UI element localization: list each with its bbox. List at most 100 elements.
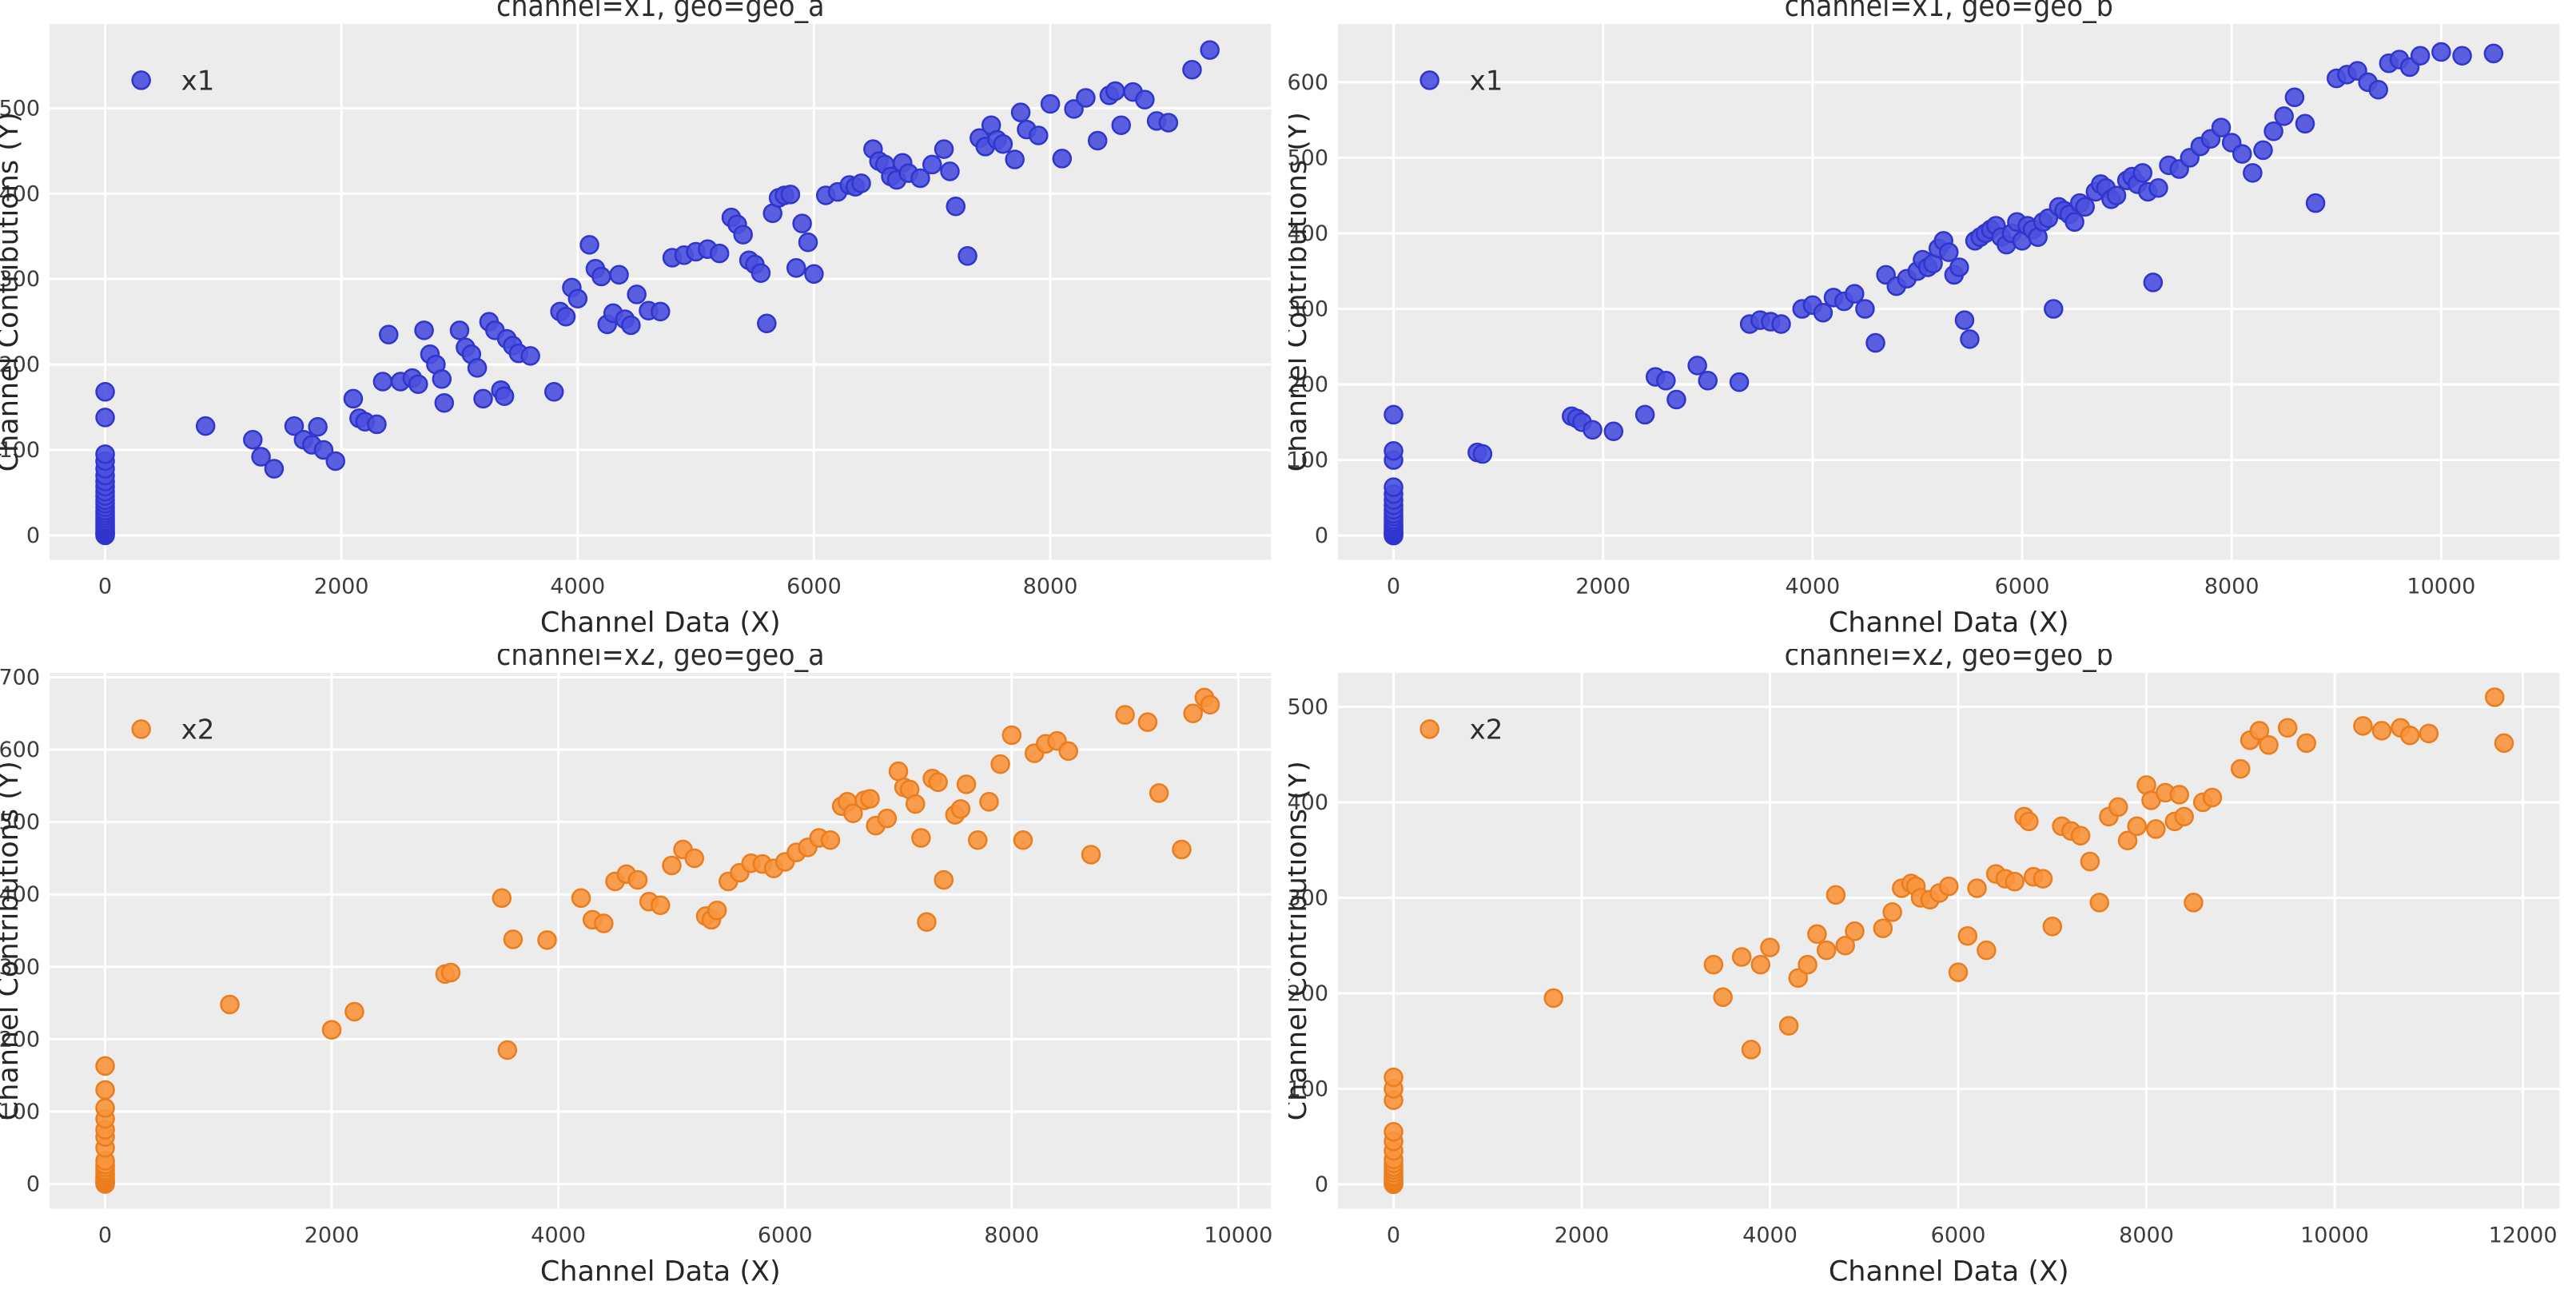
scatter-point [95, 382, 115, 402]
x-tick-label: 10000 [2407, 574, 2475, 599]
scatter-point [1966, 877, 1987, 898]
scatter-point [1976, 940, 1997, 960]
scatter-point [2295, 113, 2315, 134]
scatter-point [1472, 444, 1492, 464]
scatter-point [780, 185, 801, 205]
scatter-point [1064, 99, 1084, 119]
scatter-point [95, 1080, 115, 1100]
scatter-point [325, 451, 345, 471]
panel-title: channel=x2, geo=geo_a [496, 649, 824, 672]
x-tick-label: 6000 [1994, 574, 2049, 599]
x-axis-label: Channel Data (X) [1828, 1255, 2068, 1287]
y-tick-label: 500 [0, 810, 40, 834]
scatter-point [2242, 163, 2263, 183]
scatter-point [492, 888, 512, 908]
legend-marker [131, 70, 151, 90]
scatter-point [627, 869, 648, 889]
scatter-point [2173, 806, 2194, 826]
scatter-point [751, 263, 771, 283]
x-tick-label: 6000 [1930, 1223, 1985, 1247]
plot-area [1337, 24, 2559, 560]
scatter-point [958, 246, 977, 266]
scatter-point [733, 225, 753, 245]
scatter-point [709, 243, 730, 264]
scatter-point [497, 1040, 518, 1060]
scatter-point [2263, 121, 2283, 141]
scatter-point [860, 788, 880, 809]
scatter-point [2399, 725, 2419, 746]
scatter-point [1115, 704, 1135, 725]
scatter-point [2410, 46, 2430, 66]
scatter-point [2277, 718, 2297, 738]
scatter-point [1938, 876, 1959, 896]
scatter-point [1686, 356, 1707, 376]
scatter-point [2132, 163, 2152, 183]
scatter-point [449, 320, 470, 340]
scatter-point [1058, 741, 1078, 761]
scatter-point [473, 388, 493, 409]
scatter-point [1729, 372, 1749, 392]
scatter-point [906, 794, 926, 814]
scatter-point [503, 929, 524, 949]
scatter-point [1200, 40, 1220, 60]
scatter-point [591, 266, 611, 287]
scatter-point [2043, 299, 2064, 319]
scatter-point [95, 1056, 115, 1076]
scatter-point [321, 1019, 342, 1040]
y-tick-label: 400 [1288, 221, 1328, 246]
scatter-point [1759, 937, 1780, 957]
scatter-point [928, 772, 948, 792]
scatter-point [1137, 711, 1158, 732]
x-tick-label: 4000 [531, 1223, 586, 1247]
x-tick-label: 10000 [2300, 1223, 2369, 1247]
scatter-point [1778, 1015, 1798, 1036]
scatter-point [910, 168, 930, 189]
y-tick-label: 300 [1288, 297, 1328, 322]
scatter-point [440, 962, 461, 982]
x-tick-label: 8000 [2204, 574, 2259, 599]
scatter-point [1806, 924, 1827, 944]
plot-x2-geo-b: 0 2000 4000 6000 8000 10000 12000 0 100 200 300 400… [1288, 649, 2559, 1287]
scatter-point [378, 324, 399, 344]
scatter-point [950, 798, 971, 819]
plot-x1-geo-b: 0 2000 4000 6000 8000 10000 0 100 200 300 400 500 60… [1288, 0, 2559, 639]
scatter-point [1750, 954, 1770, 974]
scatter-point [2126, 816, 2147, 836]
scatter-point [1087, 130, 1108, 151]
scatter-point [1383, 477, 1403, 497]
scatter-point [820, 830, 841, 850]
scatter-point [2074, 197, 2095, 217]
scatter-point [195, 416, 216, 436]
scatter-point [372, 372, 393, 392]
scatter-point [917, 911, 937, 932]
x-tick-label: 4000 [1742, 1223, 1798, 1247]
scatter-point [1200, 694, 1220, 714]
y-tick-label: 200 [0, 352, 40, 377]
scatter-point [1813, 302, 1833, 323]
scatter-point [1938, 242, 1959, 262]
scatter-point [2483, 43, 2503, 64]
scatter-point [1788, 968, 1808, 988]
scatter-point [1183, 702, 1203, 723]
scatter-point [888, 761, 909, 781]
scatter-point [1603, 421, 1623, 441]
scatter-point [1703, 954, 1723, 974]
scatter-point [543, 382, 564, 402]
panel-title: channel=x1, geo=geo_b [1784, 0, 2112, 23]
scatter-point [2042, 916, 2062, 937]
scatter-point [367, 414, 387, 435]
scatter-point [2367, 80, 2388, 100]
scatter-point [343, 388, 364, 409]
scatter-point [2004, 871, 2025, 891]
scatter-point [1005, 149, 1025, 169]
scatter-point [2168, 784, 2189, 805]
panel-channel-x2-geo-a: 0 2000 4000 6000 8000 10000 0 100 200 300 400 500 60… [0, 649, 1288, 1297]
scatter-point [1949, 257, 1969, 277]
scatter-point [1954, 310, 1974, 330]
scatter-point [1712, 987, 1733, 1007]
scatter-point [651, 301, 671, 322]
scatter-point [2108, 797, 2128, 817]
y-tick-label: 0 [1314, 523, 1328, 548]
scatter-point [1797, 954, 1818, 974]
